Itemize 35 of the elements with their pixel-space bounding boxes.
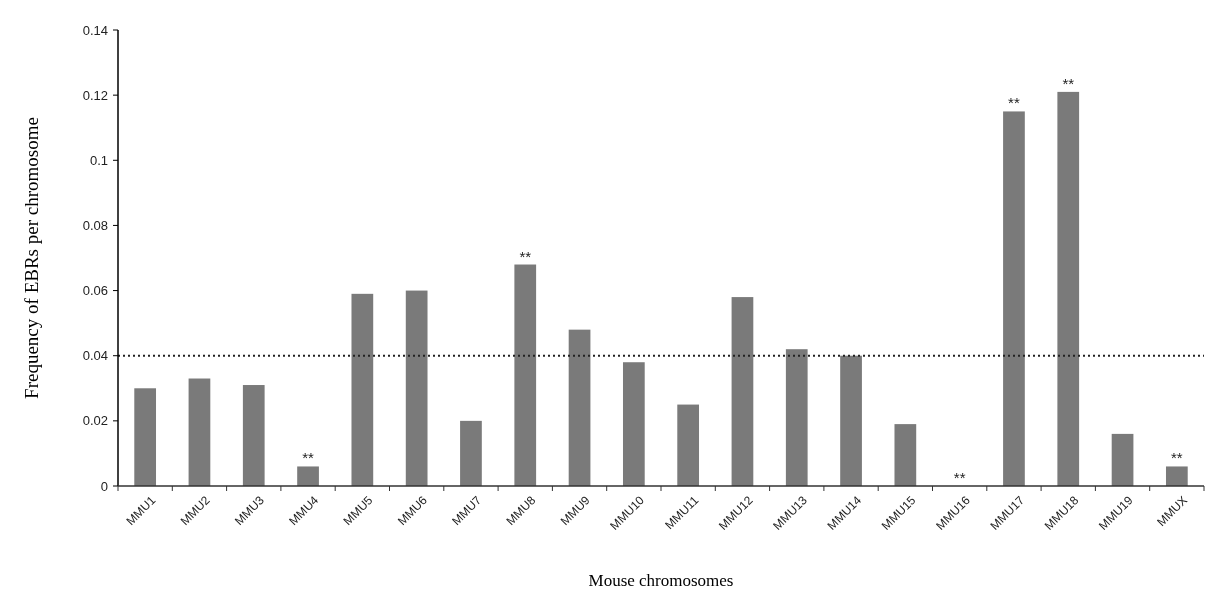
y-tick-label: 0 <box>100 478 108 494</box>
bar <box>351 293 374 486</box>
bar <box>1111 433 1134 486</box>
bar <box>894 424 917 486</box>
bar <box>405 290 428 486</box>
bar <box>297 466 319 486</box>
y-tick-label: 0.08 <box>82 217 108 233</box>
bar <box>622 362 645 486</box>
bar <box>785 349 808 486</box>
annotation: ** <box>1062 74 1075 92</box>
bar <box>568 329 591 486</box>
bar <box>677 404 700 486</box>
bar <box>460 420 482 486</box>
y-tick-label: 0.04 <box>82 348 108 364</box>
y-tick-label: 0.12 <box>82 87 108 103</box>
bar <box>242 385 265 486</box>
annotation: ** <box>519 247 532 265</box>
bar <box>188 378 211 486</box>
y-tick-label: 0.02 <box>82 413 108 429</box>
annotation: ** <box>1008 94 1020 112</box>
bar <box>134 388 157 486</box>
bar <box>840 355 862 486</box>
y-tick-label: 0.1 <box>89 152 108 168</box>
bar <box>514 264 537 486</box>
annotation: ** <box>1171 449 1183 467</box>
x-axis-title: Mouse chromosomes <box>588 571 734 590</box>
bar <box>1003 111 1025 486</box>
y-tick-label: 0.14 <box>82 22 108 38</box>
annotation: ** <box>953 469 966 486</box>
bar <box>1057 91 1080 486</box>
bar <box>1165 466 1188 486</box>
annotation: ** <box>302 449 315 467</box>
y-axis-title: Frequency of EBRs per chromosome <box>21 117 42 399</box>
bar <box>731 297 754 486</box>
y-tick-label: 0.06 <box>82 283 108 299</box>
